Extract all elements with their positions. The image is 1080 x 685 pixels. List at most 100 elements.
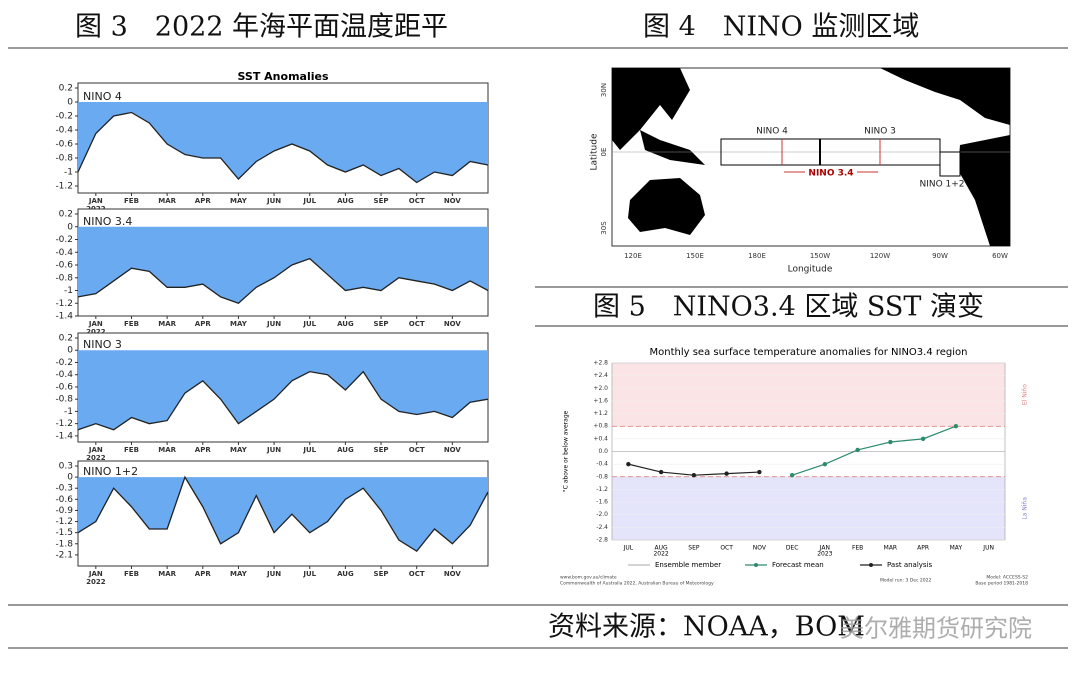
lon-tick: 120W	[870, 252, 890, 260]
x-tick-label: MAY	[230, 320, 248, 328]
x-tick-label: AUG	[337, 446, 354, 454]
y-tick-label: 0	[67, 98, 73, 108]
line	[77, 475, 489, 553]
region-box	[939, 151, 961, 177]
x-tick-label: JUL	[302, 197, 316, 205]
footer-text: Model: ACCESS-S2	[986, 575, 1028, 581]
y-tick-label: -1.8	[55, 539, 73, 549]
y-tick-label: -0.6	[55, 261, 73, 271]
y-tick-label: -1.2	[55, 419, 73, 429]
source: 资料来源：NOAA，BOM	[548, 612, 865, 643]
y-tick-label: +1.6	[593, 397, 608, 404]
region-label: NINO 4	[756, 127, 788, 137]
x-tick-label: JUL	[302, 320, 316, 328]
land	[880, 68, 1010, 125]
x-tick-label: JAN	[88, 446, 103, 454]
land	[628, 178, 705, 235]
y-tick-label: -0.2	[55, 112, 73, 122]
y-tick-label: -0.4	[55, 370, 73, 380]
x-tick-label: JUL	[302, 570, 316, 578]
y-tick-label: -2.8	[596, 537, 608, 544]
area	[78, 477, 488, 552]
line	[77, 257, 489, 304]
point	[757, 469, 762, 475]
x-tick-label: JUN	[266, 570, 281, 578]
legend-label: Forecast mean	[772, 561, 824, 569]
y-tick-label: -0.8	[55, 154, 73, 164]
x-tick-label: FEB	[852, 545, 863, 552]
point	[626, 461, 631, 467]
panel-label: NINO 3	[83, 338, 122, 351]
axis-label: Longitude	[788, 265, 833, 275]
x-tick-label: APR	[195, 197, 212, 205]
x-tick-label: JAN	[88, 197, 103, 205]
land	[640, 130, 705, 165]
y-tick-label: 0.2	[59, 84, 73, 94]
x-tick-label: APR	[195, 570, 212, 578]
x-tick-label: JUN	[982, 545, 994, 552]
series-line	[628, 463, 760, 476]
x-tick-label: JUL	[302, 446, 316, 454]
y-tick-label: -0.6	[55, 382, 73, 392]
y-tick-label: -0.4	[55, 248, 73, 258]
area	[78, 226, 488, 304]
map: NINO 4 NINO 3 NINO 3.4 NINO 1+2 30N 0E 3…	[590, 67, 1011, 275]
y-tick-label: -2.0	[596, 511, 608, 518]
panel-label: NINO 4	[83, 90, 122, 103]
x-tick-label: MAR	[158, 320, 176, 328]
y-tick-label: -0.6	[55, 140, 73, 150]
band-label: El Niño	[1022, 384, 1029, 405]
x-tick-label: OCT	[409, 197, 425, 205]
y-tick-label: -0.4	[55, 126, 73, 136]
y-tick-label: -0.4	[596, 461, 608, 468]
x-tick-label: NOV	[444, 446, 462, 454]
y-tick-label: -2.4	[596, 524, 608, 531]
legend-label: Past analysis	[887, 561, 933, 569]
footer-text: www.bom.gov.au/climate	[560, 575, 617, 581]
x-tick-label: JUL	[623, 545, 634, 552]
y-tick-label: -0.2	[55, 235, 73, 245]
x-tick-label: AUG	[337, 197, 354, 205]
x-tick-label: MAR	[158, 570, 176, 578]
x-tick-label: APR	[195, 320, 212, 328]
x-tick-label: JAN	[88, 570, 103, 578]
y-tick-label: -0.8	[55, 395, 73, 405]
x-tick-label: OCT	[720, 545, 733, 552]
y-tick-label: 0.3	[59, 462, 73, 472]
lon-tick: 150W	[810, 252, 830, 260]
y-tick-label: +2.8	[593, 360, 608, 367]
band-label: La Niña	[1022, 497, 1029, 520]
y-tick-label: +2.0	[593, 385, 608, 392]
y-tick-label: -0.2	[55, 358, 73, 368]
caption: 图 3 2022 年海平面温度距平	[75, 12, 448, 43]
x-tick-label: NOV	[753, 545, 767, 552]
y-tick-label: -0.8	[55, 273, 73, 283]
panel-label: NINO 3.4	[83, 215, 132, 228]
x-year-label: 2022	[86, 454, 106, 462]
y-tick-label: -1.5	[55, 528, 73, 538]
x-tick-label: JUN	[266, 446, 281, 454]
y-tick-label: -0.3	[55, 484, 73, 494]
x-tick-label: SEP	[374, 320, 389, 328]
x-year-label: 2023	[817, 551, 832, 558]
caption: 图 5 NINO3.4 区域 SST 演变	[593, 292, 984, 323]
y-tick-label: -1	[64, 407, 73, 417]
y-tick-label: +2.4	[593, 372, 608, 379]
label-bg	[805, 166, 857, 178]
x-tick-label: FEB	[124, 320, 139, 328]
region-label: NINO 3.4	[808, 169, 853, 179]
x-tick-label: SEP	[374, 197, 389, 205]
y-tick-label: +0.8	[593, 423, 608, 430]
x-tick-label: OCT	[409, 446, 425, 454]
x-tick-label: JAN	[88, 320, 103, 328]
band	[612, 476, 1005, 540]
x-tick-label: DEC	[786, 545, 799, 552]
y-tick-label: -1	[64, 168, 73, 178]
x-tick-label: JUN	[266, 197, 281, 205]
y-tick-label: +1.2	[593, 410, 608, 417]
line	[77, 111, 489, 184]
x-tick-label: AUG	[337, 570, 354, 578]
x-tick-label: OCT	[409, 320, 425, 328]
x-year-label: 2022	[86, 578, 106, 586]
x-tick-label: APR	[917, 545, 929, 552]
